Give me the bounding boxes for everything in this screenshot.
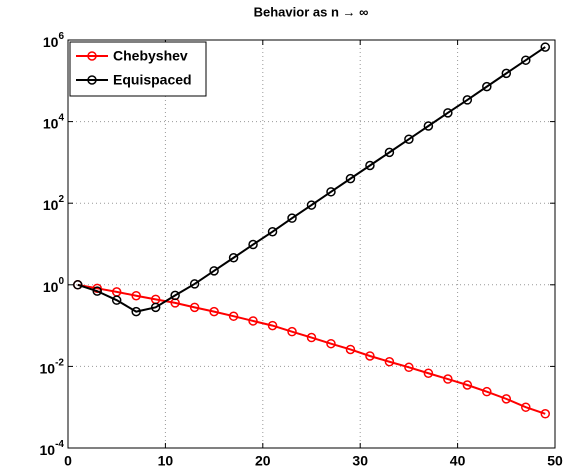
marker — [443, 108, 453, 118]
marker — [267, 320, 278, 331]
marker — [345, 344, 356, 355]
marker — [501, 68, 512, 79]
legend-box — [69, 41, 207, 97]
marker — [404, 362, 414, 373]
marker — [72, 280, 83, 290]
marker — [111, 295, 122, 305]
marker — [540, 42, 551, 52]
legend-marker — [87, 51, 97, 61]
marker — [209, 266, 219, 276]
marker — [209, 306, 219, 317]
marker — [384, 147, 395, 158]
marker — [326, 338, 336, 349]
marker — [189, 279, 200, 289]
y-tick-label: 106 — [43, 31, 65, 50]
marker — [384, 357, 395, 367]
legend-label: Equispaced — [113, 72, 192, 88]
marker — [521, 55, 531, 65]
marker — [287, 326, 297, 337]
marker — [540, 409, 551, 419]
y-tick-label: 100 — [43, 275, 65, 294]
marker — [248, 316, 258, 326]
marker — [462, 95, 473, 105]
marker — [228, 253, 239, 263]
marker — [287, 213, 297, 223]
marker — [170, 290, 180, 301]
plot-frame — [67, 39, 556, 449]
marker — [482, 386, 492, 397]
x-tick-label: 20 — [255, 453, 271, 469]
x-tick-label: 50 — [547, 453, 563, 469]
marker — [92, 286, 102, 296]
x-tick-label: 40 — [450, 453, 466, 469]
y-tick-label: 10-4 — [40, 439, 65, 458]
y-tick-label: 10-2 — [40, 357, 65, 376]
marker — [482, 81, 492, 92]
x-tick-label: 10 — [158, 453, 174, 469]
marker — [326, 187, 336, 197]
marker — [306, 332, 317, 343]
marker — [131, 290, 141, 301]
x-tick-label: 0 — [64, 453, 72, 469]
y-tick-label: 104 — [43, 112, 65, 131]
marker — [462, 380, 473, 390]
marker — [423, 121, 434, 131]
marker — [521, 402, 531, 412]
marker — [248, 239, 258, 250]
legend-marker — [87, 75, 97, 85]
marker — [345, 173, 356, 184]
marker — [92, 283, 102, 294]
marker — [501, 394, 512, 404]
marker — [365, 160, 375, 171]
y-tick-label: 102 — [43, 194, 65, 213]
chart-title: Behavior as n → ∞ — [254, 4, 369, 19]
marker — [443, 374, 453, 384]
series-line — [77, 283, 546, 415]
marker — [150, 302, 161, 313]
series-line — [77, 46, 546, 313]
marker — [306, 200, 317, 210]
marker — [228, 311, 239, 321]
marker — [267, 226, 278, 237]
marker — [423, 368, 434, 378]
marker — [189, 302, 200, 313]
legend-label: Chebyshev — [113, 48, 188, 64]
marker — [365, 351, 375, 361]
marker — [404, 134, 414, 144]
marker — [131, 306, 141, 317]
x-tick-label: 30 — [352, 453, 368, 469]
